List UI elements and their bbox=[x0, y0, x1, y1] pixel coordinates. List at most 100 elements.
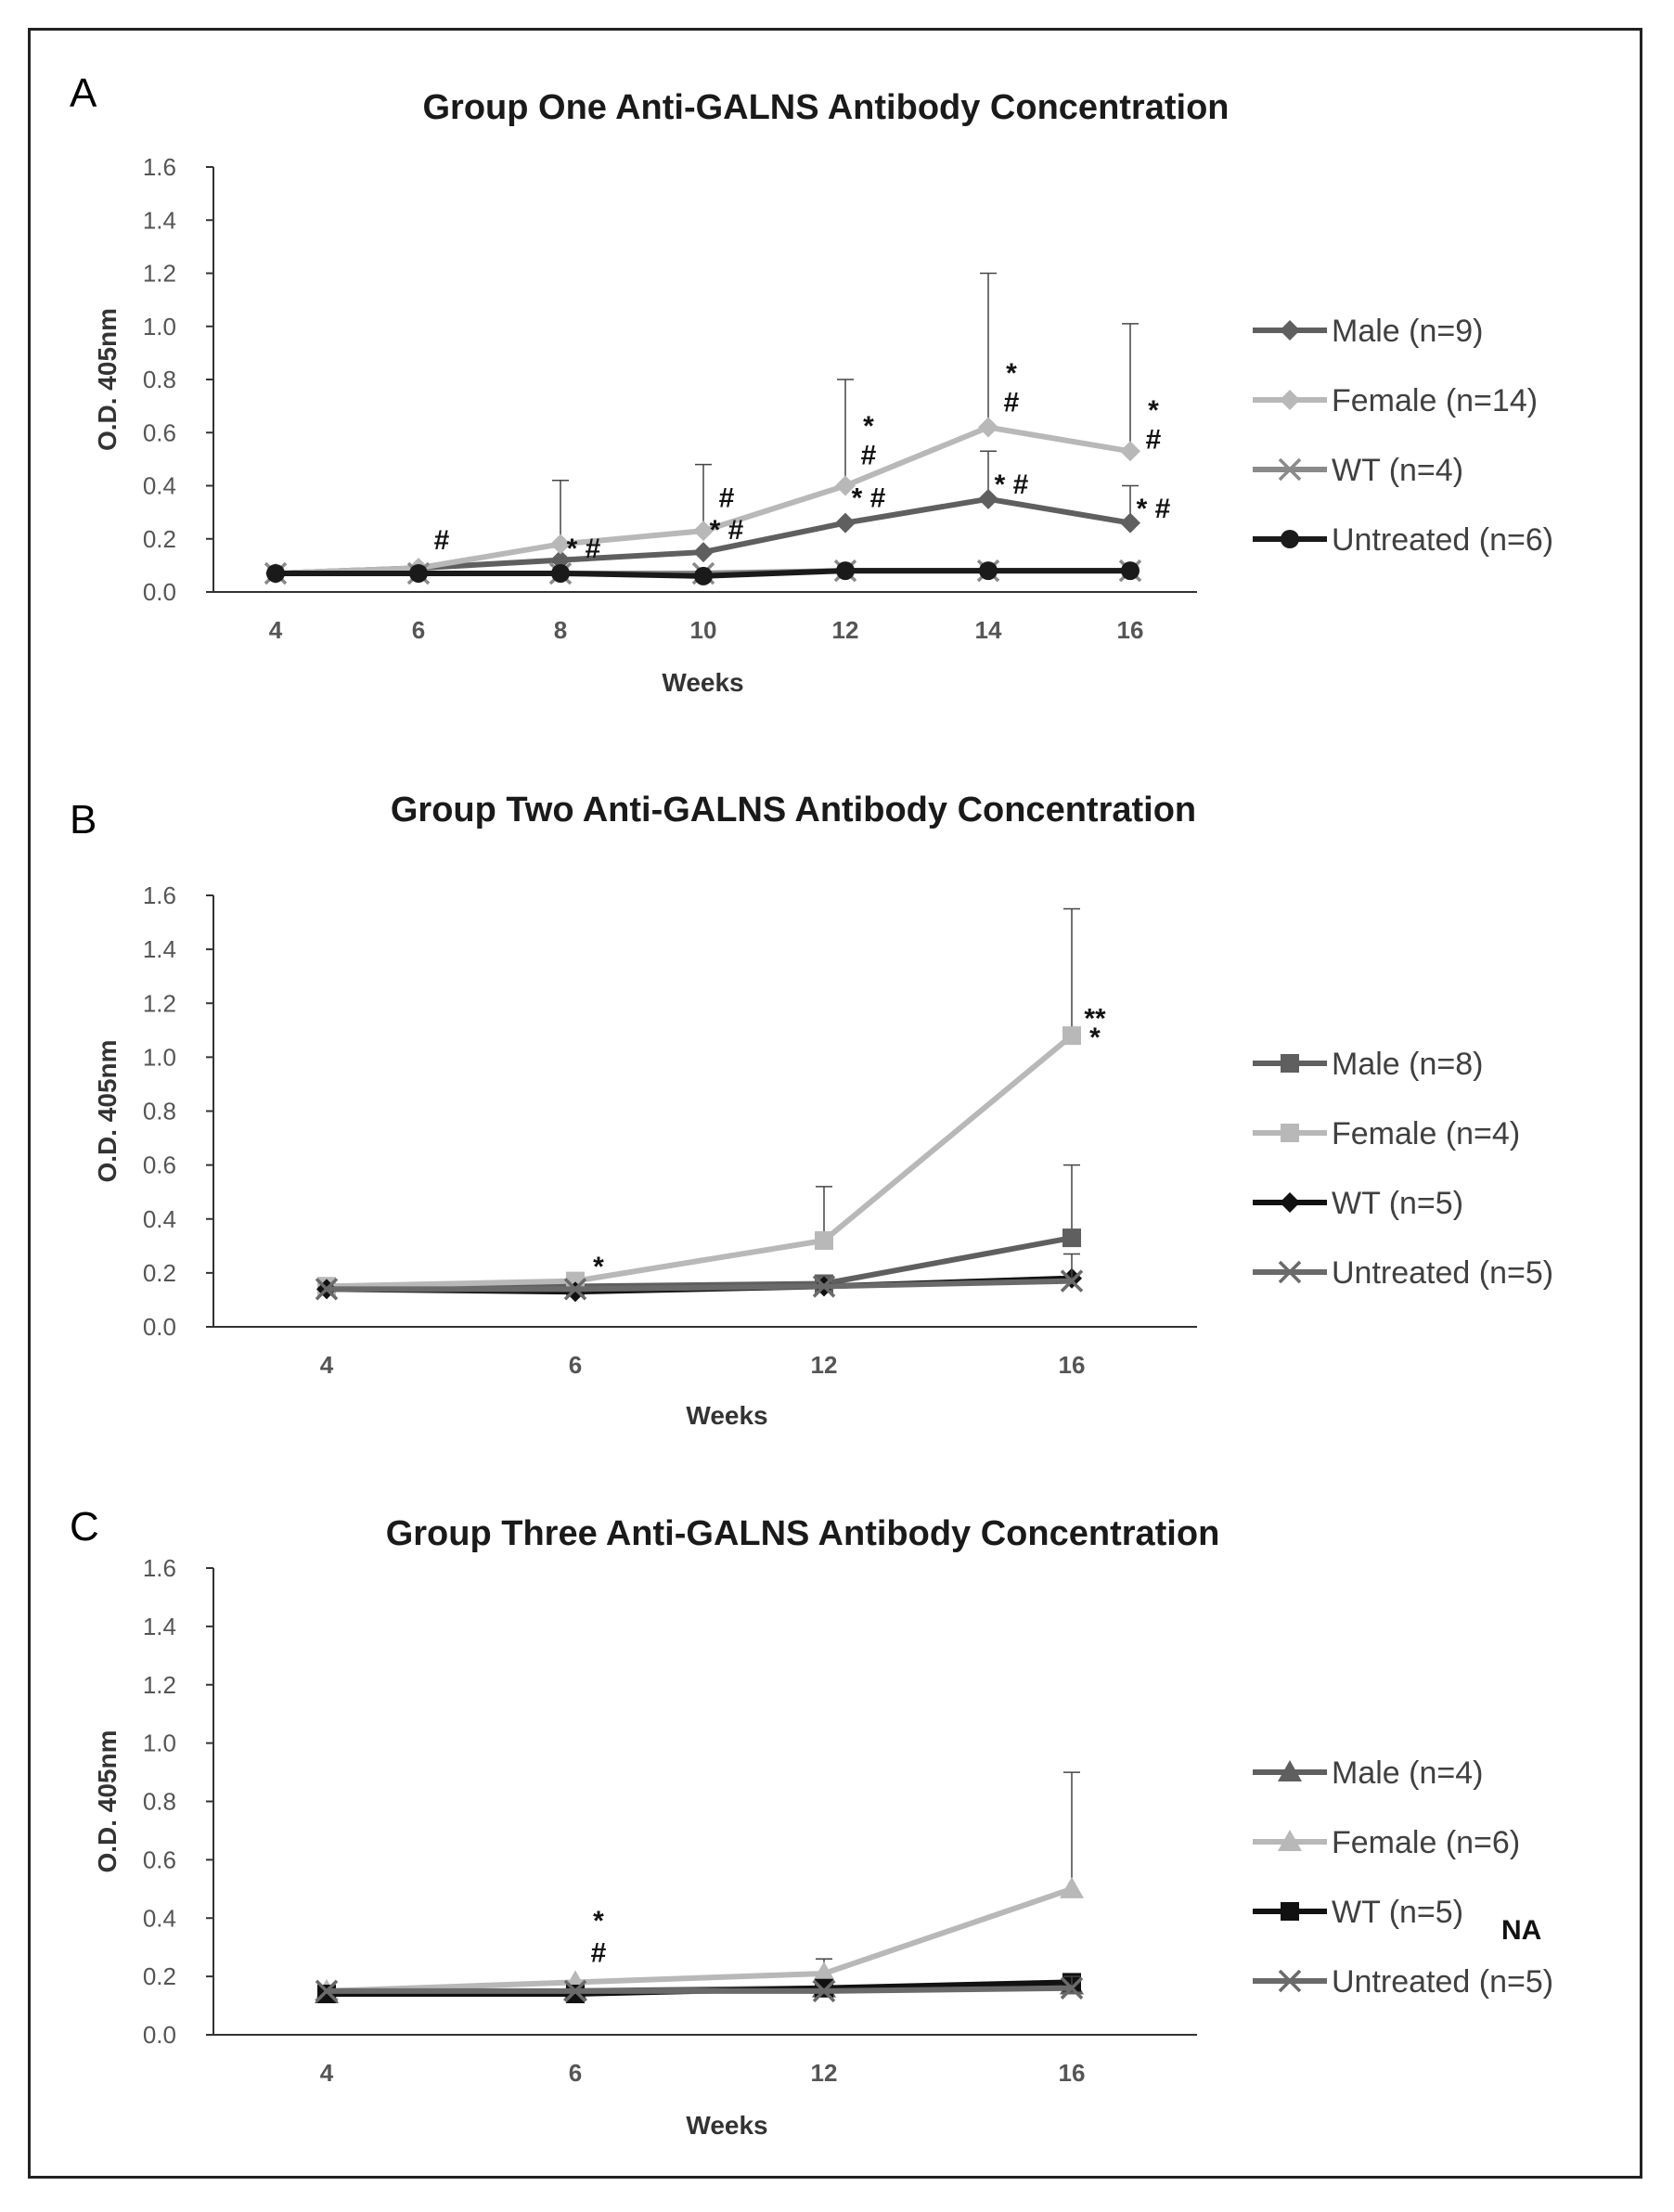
legend-entry: Male (n=9) bbox=[1253, 314, 1483, 349]
chart-panel-a: A Group One Anti-GALNS Antibody Concentra… bbox=[70, 71, 1553, 697]
y-axis-title: O.D. 405nm bbox=[93, 1730, 122, 1872]
data-point bbox=[566, 1984, 585, 2003]
data-point bbox=[1121, 561, 1140, 581]
legend-label: WT (n=5) bbox=[1332, 1895, 1463, 1930]
data-point bbox=[1062, 1228, 1081, 1248]
data-point bbox=[815, 1978, 833, 1998]
series-1 bbox=[315, 1771, 1084, 2000]
legend-label: Untreated (n=6) bbox=[1332, 522, 1553, 558]
legend-marker bbox=[1278, 1760, 1302, 1781]
data-point bbox=[550, 534, 571, 555]
x-tick-label: 4 bbox=[320, 2059, 334, 2087]
y-tick-label: 0.2 bbox=[143, 1962, 176, 1990]
legend-marker bbox=[1281, 1054, 1299, 1073]
significance-annotation: * # bbox=[995, 469, 1029, 500]
significance-annotation: # bbox=[434, 525, 450, 556]
data-point bbox=[812, 1961, 836, 1983]
data-point bbox=[1060, 1976, 1084, 2000]
data-point bbox=[1060, 1876, 1084, 1898]
legend-entry: Female (n=14) bbox=[1253, 383, 1538, 418]
panel-letter: C bbox=[70, 1504, 99, 1550]
figure-frame bbox=[28, 28, 1642, 2179]
y-tick-label: 1.2 bbox=[143, 260, 176, 288]
data-point bbox=[551, 563, 570, 583]
legend-entry: WT (n=5) NA bbox=[1253, 1895, 1541, 1946]
y-tick-label: 0.2 bbox=[143, 525, 176, 553]
legend-entry: Male (n=4) bbox=[1253, 1755, 1483, 1791]
significance-annotation: # bbox=[861, 441, 877, 471]
series-0 bbox=[317, 1164, 1081, 1296]
y-tick-label: 0.2 bbox=[143, 1259, 176, 1287]
legend-marker bbox=[1278, 457, 1302, 482]
chart-title: Group Three Anti-GALNS Antibody Concentr… bbox=[386, 1514, 1220, 1553]
y-tick-label: 1.4 bbox=[143, 1613, 176, 1640]
legend-note: NA bbox=[1501, 1915, 1541, 1946]
legend-label: Male (n=8) bbox=[1332, 1047, 1483, 1082]
y-tick-label: 1.0 bbox=[143, 1043, 176, 1071]
significance-annotation: * bbox=[1089, 1022, 1101, 1053]
significance-annotation: * # bbox=[852, 482, 886, 513]
y-tick-label: 1.0 bbox=[143, 313, 176, 341]
data-point bbox=[812, 1979, 836, 2003]
chart-panel-b: B Group Two Anti-GALNS Antibody Concentra… bbox=[70, 791, 1553, 1430]
significance-annotation: # bbox=[1004, 387, 1020, 418]
x-tick-label: 6 bbox=[569, 1351, 582, 1379]
significance-annotation: * bbox=[1148, 395, 1159, 426]
data-point bbox=[978, 417, 998, 438]
legend-entry: Untreated (n=5) bbox=[1253, 1964, 1553, 2000]
y-axis-title: O.D. 405nm bbox=[93, 1039, 122, 1182]
y-tick-label: 1.4 bbox=[143, 935, 176, 963]
x-axis-title: Weeks bbox=[686, 1401, 767, 1430]
legend-marker bbox=[1280, 1192, 1300, 1213]
data-point bbox=[1120, 441, 1140, 462]
x-tick-label: 16 bbox=[1059, 1351, 1086, 1379]
panel-letter: B bbox=[70, 797, 97, 842]
significance-annotation: * bbox=[1006, 358, 1017, 389]
data-point bbox=[563, 1979, 587, 2003]
legend-label: WT (n=4) bbox=[1332, 453, 1463, 488]
series-3 bbox=[266, 561, 1140, 585]
data-point bbox=[266, 563, 285, 583]
data-point bbox=[317, 1984, 336, 2003]
legend-entry: Female (n=4) bbox=[1253, 1116, 1520, 1151]
x-tick-label: 4 bbox=[269, 616, 283, 644]
x-tick-label: 16 bbox=[1059, 2059, 1086, 2087]
data-point bbox=[693, 542, 714, 563]
data-point bbox=[315, 1979, 339, 2003]
significance-annotation: * bbox=[593, 1252, 604, 1282]
significance-annotation: * # bbox=[567, 534, 601, 564]
legend-entry: Untreated (n=6) bbox=[1253, 522, 1553, 558]
x-tick-label: 12 bbox=[832, 616, 859, 644]
data-point bbox=[550, 549, 571, 571]
legend-entry: Male (n=8) bbox=[1253, 1047, 1483, 1082]
data-point bbox=[694, 566, 713, 585]
y-tick-label: 0.0 bbox=[143, 1313, 176, 1341]
x-tick-label: 8 bbox=[554, 616, 567, 644]
y-tick-label: 1.6 bbox=[143, 881, 176, 909]
series-1 bbox=[317, 907, 1081, 1296]
y-tick-label: 0.4 bbox=[143, 472, 176, 500]
x-axis-title: Weeks bbox=[686, 2111, 767, 2140]
data-point bbox=[979, 561, 998, 581]
legend-marker bbox=[1278, 1969, 1302, 1993]
significance-annotation: # bbox=[591, 1937, 607, 1968]
y-tick-label: 0.6 bbox=[143, 1845, 176, 1873]
x-tick-label: 4 bbox=[320, 1351, 334, 1379]
y-tick-label: 0.6 bbox=[143, 418, 176, 446]
x-tick-label: 12 bbox=[811, 1351, 838, 1379]
legend-label: Male (n=4) bbox=[1332, 1755, 1483, 1791]
significance-annotation: # bbox=[1146, 424, 1162, 455]
series-line bbox=[327, 1278, 1073, 1292]
legend-marker bbox=[1281, 1902, 1299, 1921]
data-point bbox=[1062, 1026, 1081, 1046]
x-tick-label: 14 bbox=[975, 616, 1002, 644]
series-3 bbox=[315, 1975, 1084, 2003]
x-tick-label: 10 bbox=[690, 616, 717, 644]
x-tick-label: 6 bbox=[412, 616, 425, 644]
legend-entry: Female (n=6) bbox=[1253, 1825, 1520, 1860]
data-point bbox=[835, 475, 856, 496]
legend-marker bbox=[1281, 530, 1299, 548]
chart-title: Group Two Anti-GALNS Antibody Concentrat… bbox=[391, 791, 1196, 830]
x-tick-label: 12 bbox=[811, 2059, 838, 2087]
legend-marker bbox=[1280, 320, 1300, 341]
